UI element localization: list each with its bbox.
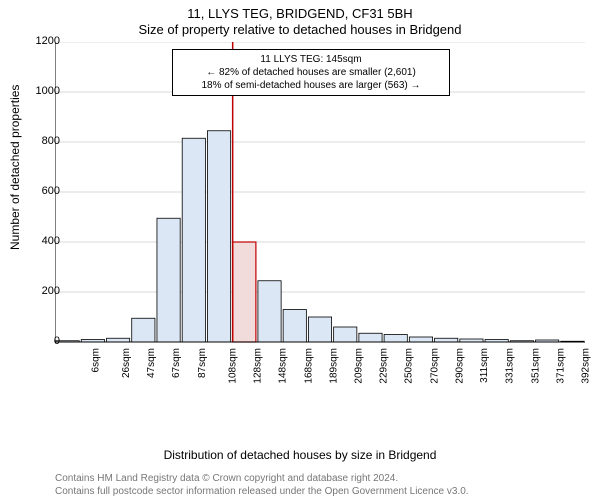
- y-tick-label: 800: [20, 135, 60, 147]
- y-tick-label: 1200: [20, 35, 60, 47]
- x-tick-label: 47sqm: [146, 348, 157, 378]
- y-tick-label: 200: [20, 285, 60, 297]
- x-tick-label: 270sqm: [429, 348, 440, 384]
- x-tick-label: 148sqm: [278, 348, 289, 384]
- x-tick-label: 26sqm: [121, 348, 132, 378]
- annotation-line2: ← 82% of detached houses are smaller (2,…: [181, 66, 441, 79]
- x-tick-label: 128sqm: [253, 348, 264, 384]
- x-axis-label: Distribution of detached houses by size …: [0, 448, 600, 462]
- annotation-line3: 18% of semi-detached houses are larger (…: [181, 79, 441, 92]
- x-tick-label: 209sqm: [354, 348, 365, 384]
- annotation-box: 11 LLYS TEG: 145sqm ← 82% of detached ho…: [172, 49, 450, 96]
- x-tick-label: 250sqm: [404, 348, 415, 384]
- x-tick-label: 108sqm: [227, 348, 238, 384]
- y-axis-label: Number of detached properties: [8, 85, 22, 250]
- x-tick-label: 189sqm: [328, 348, 339, 384]
- x-tick-label: 87sqm: [197, 348, 208, 378]
- x-tick-label: 392sqm: [581, 348, 592, 384]
- annotation-line1: 11 LLYS TEG: 145sqm: [181, 53, 441, 66]
- chart-title-line1: 11, LLYS TEG, BRIDGEND, CF31 5BH: [0, 6, 600, 21]
- x-tick-label: 168sqm: [303, 348, 314, 384]
- y-tick-label: 400: [20, 235, 60, 247]
- x-tick-label: 311sqm: [479, 348, 490, 383]
- x-tick-label: 67sqm: [171, 348, 182, 378]
- x-tick-label: 331sqm: [505, 348, 516, 384]
- y-tick-label: 600: [20, 185, 60, 197]
- y-tick-label: 1000: [20, 85, 60, 97]
- footer-line1: Contains HM Land Registry data © Crown c…: [55, 473, 398, 484]
- x-tick-label: 351sqm: [530, 348, 541, 384]
- chart-container: 11, LLYS TEG, BRIDGEND, CF31 5BH Size of…: [0, 0, 600, 500]
- x-tick-label: 6sqm: [90, 348, 101, 372]
- x-tick-label: 290sqm: [455, 348, 466, 384]
- x-tick-label: 371sqm: [555, 348, 566, 384]
- chart-title-line2: Size of property relative to detached ho…: [0, 22, 600, 37]
- x-tick-label: 229sqm: [379, 348, 390, 384]
- y-tick-label: 0: [20, 335, 60, 347]
- footer-line2: Contains full postcode sector informatio…: [55, 486, 469, 497]
